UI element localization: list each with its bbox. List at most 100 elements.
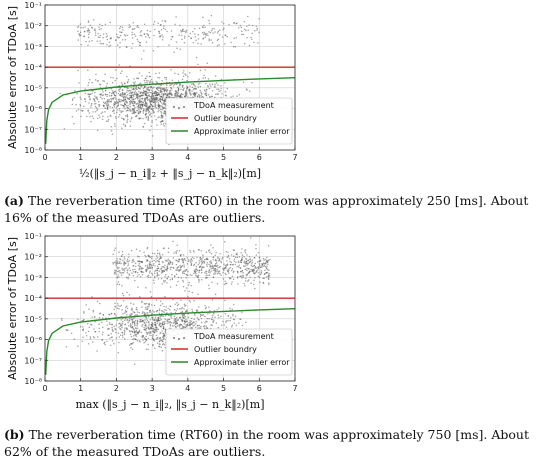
tdoa-measurement-point [268, 276, 270, 278]
tdoa-measurement-point [224, 280, 226, 283]
tdoa-measurement-point [131, 110, 133, 112]
tdoa-measurement-point [230, 277, 232, 279]
tdoa-measurement-point [255, 254, 258, 256]
tdoa-measurement-point [156, 100, 159, 102]
tdoa-measurement-point [178, 34, 180, 36]
tdoa-measurement-point [182, 261, 184, 263]
tdoa-measurement-point [102, 79, 104, 82]
tdoa-measurement-point [175, 320, 177, 323]
tdoa-measurement-point [108, 321, 111, 324]
tdoa-measurement-point [84, 97, 86, 100]
tdoa-measurement-point [151, 89, 153, 92]
tdoa-measurement-point [95, 102, 97, 105]
tdoa-measurement-point [162, 123, 165, 125]
tdoa-measurement-point [134, 101, 136, 103]
tdoa-measurement-point [96, 40, 99, 42]
tdoa-measurement-point [235, 261, 237, 264]
tdoa-measurement-point [131, 342, 134, 345]
tdoa-measurement-point [252, 271, 255, 273]
tdoa-measurement-point [174, 311, 177, 314]
tdoa-measurement-point [180, 318, 183, 321]
tdoa-measurement-point [139, 31, 142, 33]
tdoa-measurement-point [224, 267, 227, 269]
tdoa-measurement-point [193, 318, 196, 321]
tdoa-measurement-point [241, 277, 243, 279]
tdoa-measurement-point [117, 104, 120, 106]
tdoa-measurement-point [164, 318, 167, 320]
tdoa-measurement-point [160, 110, 162, 113]
tdoa-measurement-point [241, 324, 244, 327]
tdoa-measurement-point [167, 251, 170, 253]
tdoa-measurement-point [77, 108, 80, 111]
tdoa-measurement-point [156, 249, 159, 252]
tdoa-measurement-point [124, 309, 127, 312]
tdoa-measurement-point [108, 313, 111, 316]
tdoa-measurement-point [162, 96, 165, 98]
tdoa-measurement-point [148, 305, 150, 308]
tdoa-measurement-point [183, 320, 186, 322]
tdoa-measurement-point [84, 26, 86, 28]
tdoa-measurement-point [114, 90, 117, 92]
tdoa-measurement-point [132, 268, 134, 271]
tdoa-measurement-point [179, 94, 182, 96]
tdoa-measurement-point [195, 265, 198, 268]
tdoa-measurement-point [114, 94, 116, 97]
tdoa-measurement-point [203, 261, 206, 263]
tdoa-measurement-point [177, 73, 179, 76]
tdoa-measurement-point [76, 92, 78, 95]
tdoa-measurement-point [207, 84, 209, 87]
tdoa-measurement-point [253, 272, 255, 275]
tdoa-measurement-point [150, 331, 152, 333]
tdoa-measurement-point [160, 115, 163, 118]
tdoa-measurement-point [151, 135, 154, 137]
tdoa-measurement-point [151, 120, 153, 122]
tdoa-measurement-point [104, 23, 107, 26]
tdoa-measurement-point [131, 321, 134, 323]
tdoa-measurement-point [199, 69, 202, 72]
tdoa-measurement-point [123, 256, 126, 258]
tdoa-measurement-point [206, 263, 208, 266]
tdoa-measurement-point [119, 25, 122, 28]
tdoa-measurement-point [169, 305, 171, 308]
tdoa-measurement-point [214, 31, 216, 33]
tdoa-measurement-point [143, 122, 146, 125]
tdoa-measurement-point [223, 324, 225, 326]
tdoa-measurement-point [102, 36, 104, 39]
tdoa-measurement-point [181, 320, 184, 322]
tdoa-measurement-point [268, 274, 271, 277]
tdoa-measurement-point [204, 33, 206, 35]
tdoa-measurement-point [162, 88, 164, 90]
tdoa-measurement-point [162, 336, 164, 338]
tdoa-measurement-point [138, 311, 141, 314]
tdoa-measurement-point [175, 326, 177, 328]
tdoa-measurement-point [145, 318, 148, 320]
tdoa-measurement-point [145, 324, 147, 327]
tdoa-measurement-point [170, 30, 173, 32]
tdoa-measurement-point [137, 107, 140, 109]
tdoa-measurement-point [263, 262, 266, 264]
tdoa-measurement-point [160, 114, 163, 116]
tdoa-measurement-point [124, 96, 127, 99]
tdoa-measurement-point [94, 79, 97, 81]
tdoa-measurement-point [151, 252, 154, 254]
tdoa-measurement-point [126, 305, 128, 307]
tdoa-measurement-point [209, 251, 211, 254]
tdoa-measurement-point [202, 77, 204, 79]
tdoa-measurement-point [143, 79, 146, 82]
tdoa-measurement-point [180, 269, 182, 271]
tdoa-measurement-point [166, 95, 169, 97]
tdoa-measurement-point [203, 31, 205, 34]
tdoa-measurement-point [170, 266, 173, 269]
tdoa-measurement-point [77, 345, 79, 347]
tdoa-measurement-point [175, 96, 178, 98]
tdoa-measurement-point [190, 83, 193, 85]
tdoa-measurement-point [137, 271, 139, 274]
tdoa-measurement-point [155, 338, 157, 340]
tdoa-measurement-point [160, 28, 163, 31]
tdoa-measurement-point [155, 106, 158, 109]
tdoa-measurement-point [147, 118, 149, 120]
tdoa-measurement-point [119, 88, 121, 91]
tdoa-measurement-point [205, 82, 207, 85]
tdoa-measurement-point [171, 262, 174, 264]
tdoa-measurement-point [221, 36, 224, 38]
